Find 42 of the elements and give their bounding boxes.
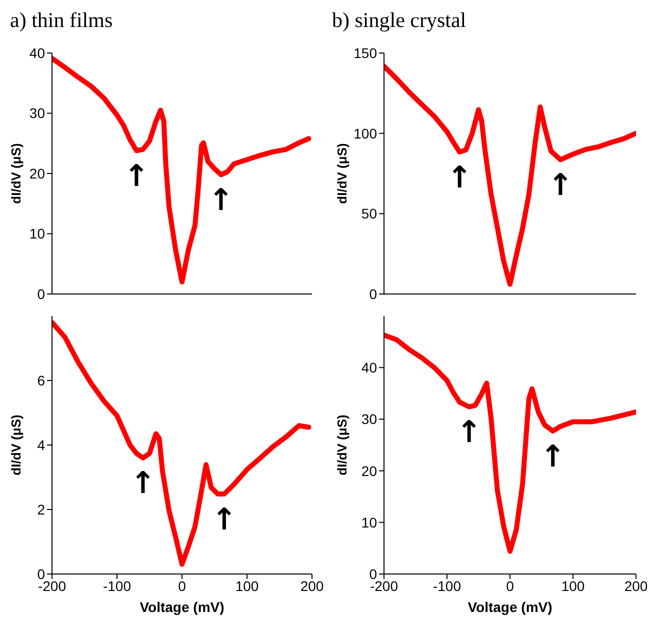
x-tick-label: -100: [432, 578, 462, 594]
y-axis-title: dI/dV (μS): [334, 414, 350, 476]
y-tick-label: 0: [37, 566, 46, 582]
y-tick-label: 100: [354, 125, 378, 142]
annotation: ↑: [456, 415, 482, 450]
annotation: ↑: [548, 168, 573, 203]
y-tick-label: 150: [354, 44, 378, 61]
y-tick-label: 40: [361, 360, 378, 376]
annotation: ↑: [447, 160, 472, 196]
x-tick-label: 0: [506, 578, 514, 594]
x-axis-title: Voltage (mV): [140, 599, 224, 615]
y-tick-label: 0: [37, 286, 46, 302]
x-tick-label: 100: [561, 578, 585, 594]
chart-title: a) thin films: [10, 8, 113, 33]
y-axis-title: dI/dV (μS): [8, 414, 24, 476]
y-axis-title: dI/dV (μS): [8, 143, 24, 204]
y-tick-label: 20: [29, 165, 46, 182]
y-tick-label: 0: [369, 566, 378, 582]
x-tick-label: 100: [235, 578, 259, 594]
x-tick-label: 0: [178, 578, 186, 594]
x-tick-label: 200: [300, 578, 324, 594]
chart-title: b) single crystal: [332, 8, 466, 33]
y-tick-label: 30: [29, 105, 46, 122]
y-tick-label: 10: [361, 514, 378, 530]
y-tick-label: 0: [369, 286, 378, 302]
y-axis-title: dI/dV (μS): [334, 143, 350, 204]
annotation: ↑: [540, 439, 566, 474]
y-tick-label: 6: [37, 372, 46, 388]
y-tick-label: 4: [37, 436, 46, 453]
annotation: ↑: [124, 158, 150, 194]
annotation: ↑: [130, 466, 156, 502]
x-axis-title: Voltage (mV): [468, 599, 552, 615]
y-tick-label: 30: [361, 411, 378, 428]
y-tick-label: 50: [361, 206, 378, 222]
annotation: ↑: [208, 183, 234, 218]
x-tick-label: 200: [624, 578, 648, 594]
y-tick-label: 20: [361, 462, 378, 479]
y-tick-label: 40: [29, 44, 46, 61]
y-tick-label: 10: [29, 226, 46, 242]
y-tick-label: 2: [37, 501, 46, 518]
annotation: ↑: [212, 502, 237, 538]
x-tick-label: -100: [102, 578, 132, 594]
